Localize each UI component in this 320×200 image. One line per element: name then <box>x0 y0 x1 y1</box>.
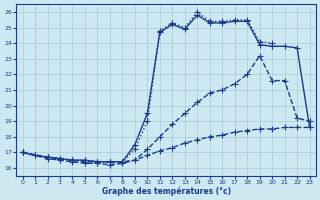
X-axis label: Graphe des températures (°c): Graphe des températures (°c) <box>101 186 231 196</box>
